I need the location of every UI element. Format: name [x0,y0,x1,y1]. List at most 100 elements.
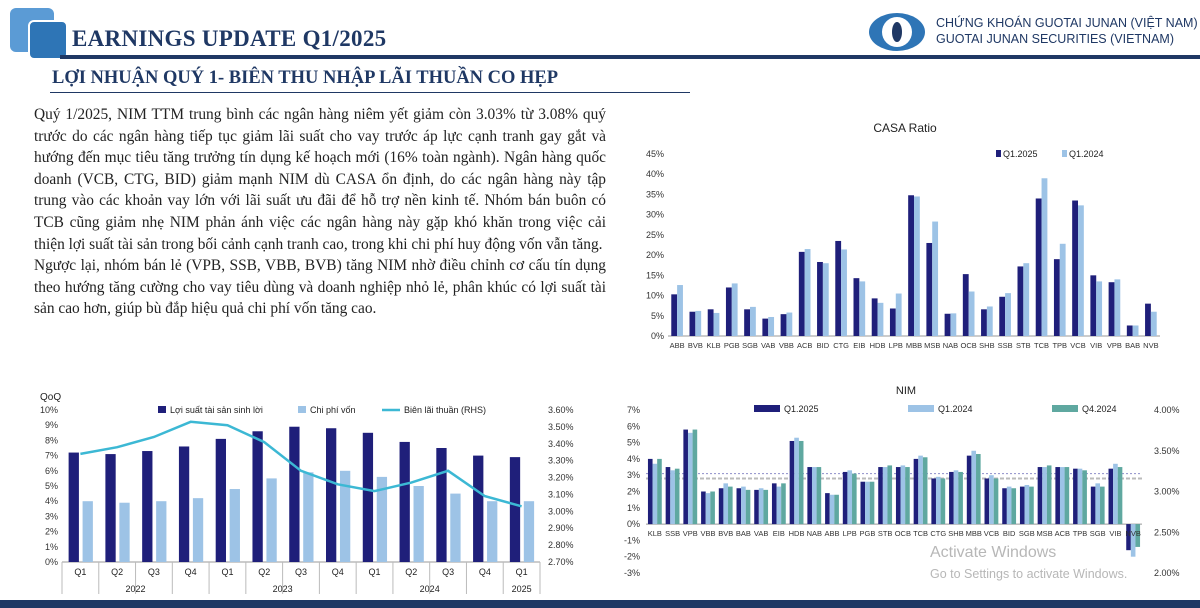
cost-of-funds-bar [413,486,424,562]
x-tick-label: VIB [1109,529,1121,538]
x-tick-label: Q3 [442,567,454,577]
x-group-label: 2023 [273,584,293,594]
cost-of-funds-bar [303,472,314,562]
legend-label: Q1.2025 [1003,149,1038,159]
y-tick-label: 6% [45,466,58,476]
nim-bar-q4.2024 [692,429,698,525]
cost-of-funds-bar [523,501,535,562]
x-tick-label: NVB [1143,341,1158,350]
y-tick-label: 5% [627,438,640,448]
y-tick-label: 6% [627,421,640,431]
cost-of-funds-bar [450,493,461,562]
asset-yield-bar [362,432,374,562]
nim-bar-q4.2024 [1117,467,1123,525]
nim-bar-q4.2024 [1029,486,1034,525]
x-tick-label: SSB [998,341,1013,350]
nim-bar-q1.2025 [1073,468,1078,525]
nim-bar-q1.2024 [865,481,870,525]
y-tick-label: 7% [45,451,58,461]
x-tick-label: ABB [670,341,685,350]
casa-bar-q1.2024 [1132,325,1139,336]
cost-of-funds-bar [192,498,204,562]
nim-bar-q1.2024 [953,470,959,525]
nim-bar-q1.2025 [1037,467,1043,525]
x-tick-label: SHB [979,341,994,350]
y2-tick-label: 2.70% [548,557,574,567]
nim-bar-q4.2024 [710,491,715,525]
casa-bar-q1.2025 [780,314,787,336]
nim-bar-q1.2024 [723,483,729,525]
casa-bar-q1.2024 [877,302,884,336]
x-tick-label: PGB [860,529,876,538]
legend-label: Chi phí vốn [310,405,356,415]
nim-bar-q4.2024 [1064,467,1070,525]
casa-bar-q1.2025 [689,311,696,336]
chart-title: QoQ [40,392,61,403]
cost-of-funds-bar [119,502,130,562]
x-tick-label: Q4 [185,567,197,577]
y-tick-label: 1% [627,503,640,513]
nim-bar-q1.2024 [794,437,799,525]
asset-yield-bar [178,446,190,562]
casa-bar-q1.2025 [999,296,1006,336]
y2-tick-label: 3.40% [548,439,574,449]
nim-bar-q1.2024 [882,467,888,525]
y2-tick-label: 2.90% [548,523,574,533]
nim-bar-q1.2025 [984,478,990,525]
x-tick-label: VAB [754,529,768,538]
nim-bar-q1.2025 [665,467,671,525]
casa-bar-q1.2025 [1053,259,1060,336]
asset-yield-bar [436,448,447,562]
x-tick-label: VAB [761,341,775,350]
y-tick-label: 4% [627,454,640,464]
legend-swatch [908,405,934,412]
casa-bar-q1.2024 [768,316,775,336]
x-tick-label: SGB [1019,529,1035,538]
legend-label: Q1.2024 [1069,149,1104,159]
nim-bar-q1.2025 [683,429,688,525]
nim-bar-q4.2024 [674,468,680,525]
nim-bar-q1.2025 [913,458,919,525]
footer-bar [0,600,1200,608]
nim-bar-q4.2024 [781,483,786,525]
legend-label: Q1.2025 [784,404,819,414]
casa-bar-q1.2025 [1145,303,1151,336]
nim-bar-q1.2025 [825,493,830,525]
x-tick-label: TCB [913,529,928,538]
body-paragraph-1: Quý 1/2025, NIM TTM trung bình các ngân … [34,106,606,253]
casa-bar-q1.2025 [944,313,951,336]
x-group-label: 2025 [512,584,532,594]
casa-bar-q1.2024 [914,196,920,336]
y-tick-label: 5% [45,481,58,491]
x-tick-label: Q2 [405,567,417,577]
x-tick-label: EIB [773,529,785,538]
cost-of-funds-bar [376,476,388,562]
x-tick-label: VCB [1070,341,1085,350]
x-tick-label: OCB [961,341,977,350]
nim-bar-q1.2024 [971,450,977,525]
x-tick-label: MBB [906,341,922,350]
x-group-label: 2024 [420,584,440,594]
nim-bar-q1.2024 [741,486,746,525]
nim-bar-q1.2025 [1019,486,1025,525]
x-tick-label: KLB [648,529,662,538]
x-tick-label: Q1 [74,567,86,577]
x-tick-label: ACB [797,341,812,350]
nim-bar-q4.2024 [798,440,804,525]
body-text: Quý 1/2025, NIM TTM trung bình các ngân … [34,104,606,320]
y2-tick-label: 3.00% [548,506,574,516]
legend-swatch [298,406,306,413]
page-title: EARNINGS UPDATE Q1/2025 [72,26,387,51]
nim-bar-q1.2025 [1126,524,1131,551]
cost-of-funds-bar [229,489,240,562]
nim-bar-q4.2024 [869,481,875,525]
y2-tick-label: 3.60% [548,405,574,415]
x-tick-label: VCB [984,529,999,538]
nim-bar-q4.2024 [976,454,981,525]
casa-bar-q1.2024 [1078,205,1084,336]
x-tick-label: MSB [1036,529,1052,538]
nim-bar-q4.2024 [940,478,946,525]
y-tick-label: 45% [646,149,664,159]
x-tick-label: SGB [742,341,758,350]
casa-bar-q1.2025 [744,309,750,336]
